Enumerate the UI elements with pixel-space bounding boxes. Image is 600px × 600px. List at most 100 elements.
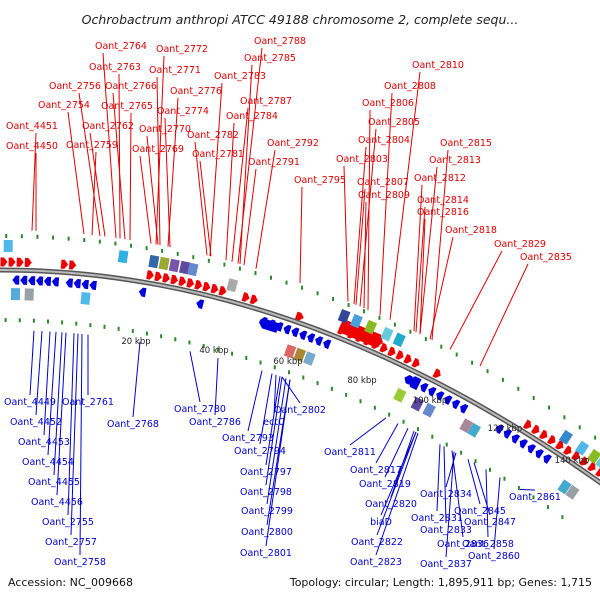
gene-label-top[interactable]: Oant_2763: [89, 62, 141, 73]
gene-label-top[interactable]: Oant_2782: [187, 130, 239, 141]
reverse-gene-arrow: [543, 454, 552, 464]
gene-label-bottom[interactable]: Oant_2794: [234, 446, 286, 457]
gene-label-bottom[interactable]: Oant_2820: [365, 499, 417, 510]
reverse-gene-arrow: [307, 333, 316, 343]
label-leader: [70, 333, 79, 536]
gene-label-top[interactable]: Oant_2835: [520, 252, 572, 263]
gene-label-bottom[interactable]: Oant_2822: [351, 537, 403, 548]
gene-label-bottom[interactable]: Oant_2757: [45, 537, 97, 548]
gene-label-top[interactable]: Oant_2783: [214, 71, 266, 82]
forward-gene-arrow-shape: [210, 283, 219, 294]
gene-label-bottom[interactable]: Oant_2833: [420, 525, 472, 536]
gene-label-top[interactable]: Oant_4451: [6, 121, 58, 132]
gene-label-top[interactable]: Oant_2785: [244, 53, 296, 64]
gene-label-top[interactable]: Oant_2771: [149, 65, 201, 76]
gene-label-bottom[interactable]: Oant_2800: [241, 527, 293, 538]
gene-label-top[interactable]: Oant_2812: [414, 173, 466, 184]
gene-label-bottom[interactable]: Oant_2836: [437, 539, 489, 550]
label-leader: [445, 452, 457, 488]
gene-label-bottom[interactable]: Oant_4453: [18, 437, 70, 448]
gene-label-bottom[interactable]: Oant_2823: [350, 557, 402, 568]
gene-label-bottom[interactable]: Oant_4455: [28, 477, 80, 488]
gene-label-top[interactable]: Oant_2776: [170, 86, 222, 97]
gene-label-top[interactable]: Oant_2772: [156, 44, 208, 55]
gene-label-top[interactable]: Oant_2770: [139, 124, 191, 135]
gene-label-bottom[interactable]: Oant_2860: [468, 551, 520, 562]
gene-label-top[interactable]: Oant_2803: [336, 154, 388, 165]
gene-label-top[interactable]: Oant_2807: [357, 177, 409, 188]
gene-label-bottom[interactable]: Oant_2858: [462, 539, 514, 550]
gene-label-bottom[interactable]: Oant_2802: [274, 405, 326, 416]
forward-gene-arrow-shape: [186, 278, 195, 288]
gene-label-bottom[interactable]: Oant_2801: [240, 548, 292, 559]
gene-label-bottom[interactable]: Oant_2837: [420, 559, 472, 570]
gene-label-bottom[interactable]: Oant_2817: [350, 465, 402, 476]
forward-gene-arrow-shape: [202, 281, 211, 292]
gene-label-top[interactable]: Oant_2809: [358, 190, 410, 201]
gene-label-bottom[interactable]: Oant_2755: [42, 517, 94, 528]
gene-label-top[interactable]: Oant_2754: [38, 100, 90, 111]
gene-label-top[interactable]: Oant_2806: [362, 98, 414, 109]
reverse-gene-arrow: [519, 439, 529, 449]
gene-label-top[interactable]: Oant_2810: [412, 60, 464, 71]
gene-label-bottom[interactable]: Oant_2847: [464, 517, 516, 528]
gene-label-bottom[interactable]: Oant_2861: [509, 492, 561, 503]
gene-label-bottom[interactable]: Oant_2845: [454, 506, 506, 517]
reverse-gene-arrow-shape: [452, 399, 461, 410]
reverse-gene-arrow-shape: [495, 424, 505, 435]
gene-label-top[interactable]: Oant_2816: [417, 207, 469, 218]
gene-label-top[interactable]: Oant_2756: [49, 81, 101, 92]
reverse-gene-arrow-shape: [543, 454, 552, 464]
gene-label-top[interactable]: Oant_2818: [445, 225, 497, 236]
gene-label-top[interactable]: Oant_2805: [368, 117, 420, 128]
gene-label-bottom[interactable]: Oant_2797: [240, 467, 292, 478]
gene-label-top[interactable]: Oant_2804: [358, 135, 410, 146]
gene-label-bottom[interactable]: Oant_2819: [359, 479, 411, 490]
scale-labels: 20 kbp 40 kbp 60 kbp 80 kbp 100 kbp 120 kbp 14…: [121, 337, 589, 466]
gene-label-bottom[interactable]: Oant_2761: [62, 397, 114, 408]
gene-label-top[interactable]: Oant_2813: [429, 155, 481, 166]
reverse-gene-arrow-shape: [519, 439, 529, 449]
gene-label-bottom[interactable]: Oant_4454: [22, 457, 74, 468]
gene-label-bottom[interactable]: Oant_4456: [31, 497, 83, 508]
gene-label-top[interactable]: Oant_2808: [384, 81, 436, 92]
gene-label-bottom[interactable]: Oant_2811: [324, 447, 376, 458]
gene-label-bottom[interactable]: Oant_2758: [54, 557, 106, 568]
tick-inner: [460, 450, 463, 455]
gene-label-bottom[interactable]: Oant_4449: [4, 397, 56, 408]
gene-labels: Oant_2764 Oant_2772 Oant_2788 Oant_2763 Oant…: [4, 36, 572, 570]
gene-label-bottom[interactable]: Oant_2780: [174, 404, 226, 415]
gene-label-top[interactable]: Oant_2766: [105, 81, 157, 92]
gene-label-top[interactable]: Oant_2829: [494, 239, 546, 250]
gene-label-top[interactable]: Oant_4450: [6, 141, 58, 152]
chromosome-backbone: [0, 267, 600, 486]
gene-label-bottom[interactable]: Oant_2798: [240, 487, 292, 498]
gene-label-bottom[interactable]: Oant_2834: [420, 489, 472, 500]
gene-label-top[interactable]: Oant_2791: [248, 157, 300, 168]
gene-label-top[interactable]: Oant_2814: [417, 195, 469, 206]
gene-label-top[interactable]: Oant_2795: [294, 175, 346, 186]
gene-label-bottom[interactable]: Oant_2768: [107, 419, 159, 430]
gene-label-top[interactable]: Oant_2769: [132, 144, 184, 155]
gene-label-top[interactable]: Oant_2784: [226, 111, 278, 122]
gene-label-bottom[interactable]: Oant_2793: [222, 433, 274, 444]
gene-label-top[interactable]: Oant_2792: [267, 138, 319, 149]
gene-label-top[interactable]: Oant_2765: [101, 101, 153, 112]
gene-label-bottom[interactable]: Oant_2786: [189, 417, 241, 428]
gene-label-bottom[interactable]: ectC: [263, 417, 285, 428]
feature-block: [283, 344, 297, 359]
gene-label-bottom[interactable]: Oant_4452: [10, 417, 62, 428]
gene-label-bottom[interactable]: Oant_2831: [411, 513, 463, 524]
gene-label-top[interactable]: Oant_2781: [192, 149, 244, 160]
reverse-gene-arrow-shape: [307, 333, 316, 343]
gene-label-bottom[interactable]: Oant_2799: [241, 506, 293, 517]
gene-label-bottom[interactable]: biaD: [370, 517, 392, 528]
gene-label-top[interactable]: Oant_2787: [240, 96, 292, 107]
gene-label-top[interactable]: Oant_2815: [440, 138, 492, 149]
gene-label-top[interactable]: Oant_2762: [82, 121, 134, 132]
gene-label-top[interactable]: Oant_2774: [157, 106, 209, 117]
gene-label-top[interactable]: Oant_2788: [254, 36, 306, 47]
tick-outer: [285, 280, 288, 285]
gene-label-top[interactable]: Oant_2764: [95, 41, 147, 52]
gene-label-top[interactable]: Oant_2759: [66, 140, 118, 151]
